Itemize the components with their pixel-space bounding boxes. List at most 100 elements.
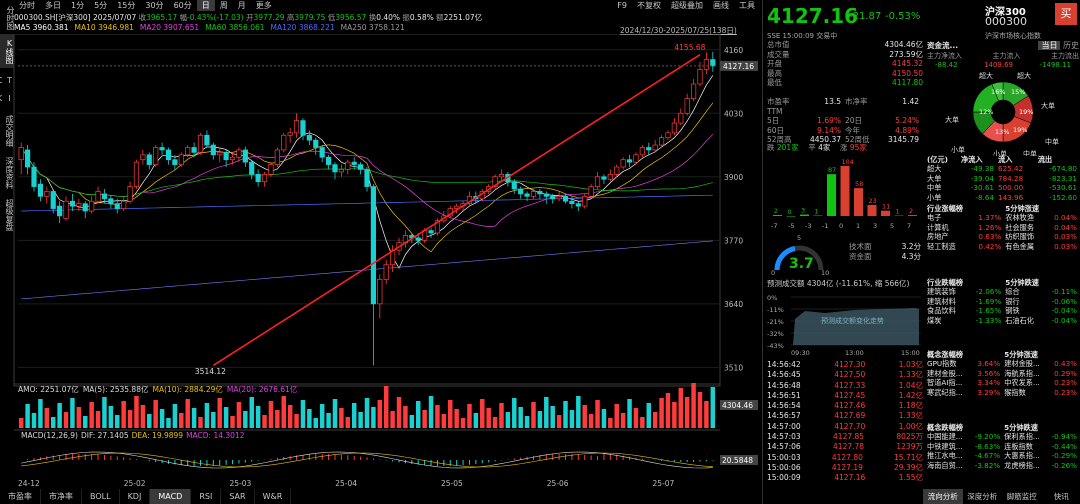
table-row[interactable]: 计算机 1.26% 社会服务 0.04%	[925, 223, 1079, 232]
candle-body[interactable]	[575, 203, 581, 207]
candle-body[interactable]	[428, 230, 434, 234]
candle-body[interactable]	[95, 191, 101, 202]
candle-body[interactable]	[114, 203, 120, 209]
candle-body[interactable]	[614, 166, 620, 175]
candle-body[interactable]	[646, 147, 652, 151]
vtab-replay[interactable]: 超级复盘	[5, 199, 14, 231]
candle-body[interactable]	[703, 59, 709, 70]
candle-body[interactable]	[415, 237, 421, 241]
table-row[interactable]: 中单 -30.61 500.00 -530.61	[925, 183, 1079, 192]
tick-row[interactable]: 14:56:42 4127.30 1.03亿	[767, 360, 923, 370]
panel-tab[interactable]: 深度分析	[967, 492, 998, 501]
flow-tab-today[interactable]: 当日	[1038, 41, 1061, 50]
tick-row[interactable]: 15:00:06 4127.19 29.39亿	[767, 463, 923, 473]
period-tab[interactable]: 周	[219, 1, 228, 10]
candle-body[interactable]	[268, 164, 274, 175]
tick-row[interactable]: 14:56:54 4127.46 1.18亿	[767, 401, 923, 411]
toolbar-item[interactable]: 超级叠加	[671, 1, 703, 10]
indicator-tab[interactable]: 市净率	[41, 489, 82, 504]
candle-body[interactable]	[146, 154, 152, 165]
candle-body[interactable]	[185, 147, 191, 156]
table-row[interactable]: 轻工制造 0.42% 有色金属 0.03%	[925, 242, 1079, 251]
candle-body[interactable]	[377, 279, 383, 305]
tick-row[interactable]: 14:56:48 4127.33 1.04亿	[767, 381, 923, 391]
table-row[interactable]: 大单 -39.04 784.28 -823.31	[925, 174, 1079, 183]
candle-body[interactable]	[140, 154, 146, 161]
candle-body[interactable]	[582, 195, 588, 207]
period-tab[interactable]: 日	[196, 0, 215, 11]
table-row[interactable]: 建筑装饰 -2.06% 综合 -0.11%	[925, 287, 1079, 296]
candle-body[interactable]	[300, 120, 306, 136]
candle-body[interactable]	[37, 183, 44, 197]
period-tab[interactable]: 5分	[94, 1, 108, 10]
candle-body[interactable]	[133, 161, 140, 187]
period-tab[interactable]: 1分	[71, 1, 85, 10]
vtab-depth[interactable]: 深度资料	[5, 157, 14, 189]
table-row[interactable]: 电子 1.37% 农林牧渔 0.04%	[925, 213, 1079, 222]
table-row[interactable]: 海南自贸... -3.82% 龙虎榜指... -0.26%	[925, 461, 1079, 470]
candle-body[interactable]	[690, 83, 697, 99]
candle-body[interactable]	[569, 200, 575, 205]
period-tab[interactable]: 更多	[255, 1, 272, 10]
candle-body[interactable]	[345, 161, 351, 170]
candle-body[interactable]	[44, 191, 50, 197]
candle-body[interactable]	[351, 161, 357, 165]
candle-body[interactable]	[306, 134, 312, 141]
indicator-tab[interactable]: 市盈率	[0, 489, 41, 504]
candle-body[interactable]	[217, 152, 223, 156]
indicator-tab[interactable]: W&R	[255, 489, 292, 504]
candle-body[interactable]	[325, 156, 332, 165]
toolbar-item[interactable]: 画线	[713, 1, 729, 10]
candle-body[interactable]	[338, 169, 344, 173]
candle-body[interactable]	[332, 164, 338, 173]
candle-body[interactable]	[165, 149, 172, 161]
candle-body[interactable]	[108, 198, 114, 205]
table-row[interactable]: 食品饮料 -1.65% 钢铁 -0.04%	[925, 306, 1079, 315]
candle-body[interactable]	[550, 195, 556, 200]
candle-body[interactable]	[588, 186, 594, 197]
candle-body[interactable]	[665, 132, 671, 139]
candle-body[interactable]	[319, 147, 325, 158]
tick-row[interactable]: 15:00:09 4127.16 1.55亿	[767, 473, 923, 483]
table-row[interactable]: 超大 -49.38 625.42 -674.80	[925, 164, 1079, 173]
candle-body[interactable]	[293, 120, 300, 134]
candle-body[interactable]	[543, 193, 549, 197]
table-row[interactable]: GPU指数 3.64% 建材金股... 0.43%	[925, 359, 1079, 368]
vtab-tick[interactable]: T I C K	[0, 75, 14, 103]
tick-row[interactable]: 14:56:45 4127.50 1.33亿	[767, 370, 923, 380]
candle-body[interactable]	[524, 193, 530, 197]
tick-row[interactable]: 14:57:00 4127.70 1.00亿	[767, 422, 923, 432]
candle-body[interactable]	[671, 122, 677, 134]
tick-row[interactable]: 14:57:06 4127.78 1239万	[767, 442, 923, 452]
period-tab[interactable]: 月	[237, 1, 246, 10]
candle-body[interactable]	[127, 186, 133, 202]
candle-body[interactable]	[89, 200, 95, 212]
candle-body[interactable]	[607, 174, 613, 180]
candle-body[interactable]	[249, 161, 255, 175]
candle-body[interactable]	[197, 134, 204, 153]
period-tab[interactable]: 60分	[173, 1, 192, 10]
tick-row[interactable]: 14:56:51 4127.45 1.42亿	[767, 391, 923, 401]
candle-body[interactable]	[204, 134, 210, 146]
candle-body[interactable]	[511, 181, 517, 190]
date-range[interactable]: 2024/12/30-2025/07/25(138日)	[620, 26, 737, 35]
candle-body[interactable]	[556, 195, 562, 200]
toolbar-item[interactable]: 不复权	[637, 1, 661, 10]
candle-body[interactable]	[50, 191, 56, 209]
candle-body[interactable]	[287, 132, 293, 136]
candle-body[interactable]	[633, 154, 639, 163]
candle-body[interactable]	[537, 191, 543, 195]
candle-body[interactable]	[530, 191, 537, 197]
table-row[interactable]: 智道AI指... 3.34% 中农发系... 0.23%	[925, 378, 1079, 387]
table-row[interactable]: 中铁建筑... -8.63% 连板指数 -0.44%	[925, 442, 1079, 451]
candle-body[interactable]	[153, 147, 159, 165]
candle-body[interactable]	[281, 134, 287, 151]
candle-body[interactable]	[358, 164, 364, 170]
indicator-tab[interactable]: SAR	[221, 489, 255, 504]
table-row[interactable]: 建材金股... 3.56% 海航系指... 0.29%	[925, 369, 1079, 378]
candle-body[interactable]	[18, 147, 24, 161]
tick-row[interactable]: 15:00:03 4127.80 15.71亿	[767, 453, 923, 463]
tick-list[interactable]: 14:56:42 4127.30 1.03亿 14:56:45 4127.50 1.33亿…	[767, 360, 923, 484]
indicator-tab[interactable]: MACD	[150, 489, 192, 504]
candle-body[interactable]	[594, 176, 601, 187]
